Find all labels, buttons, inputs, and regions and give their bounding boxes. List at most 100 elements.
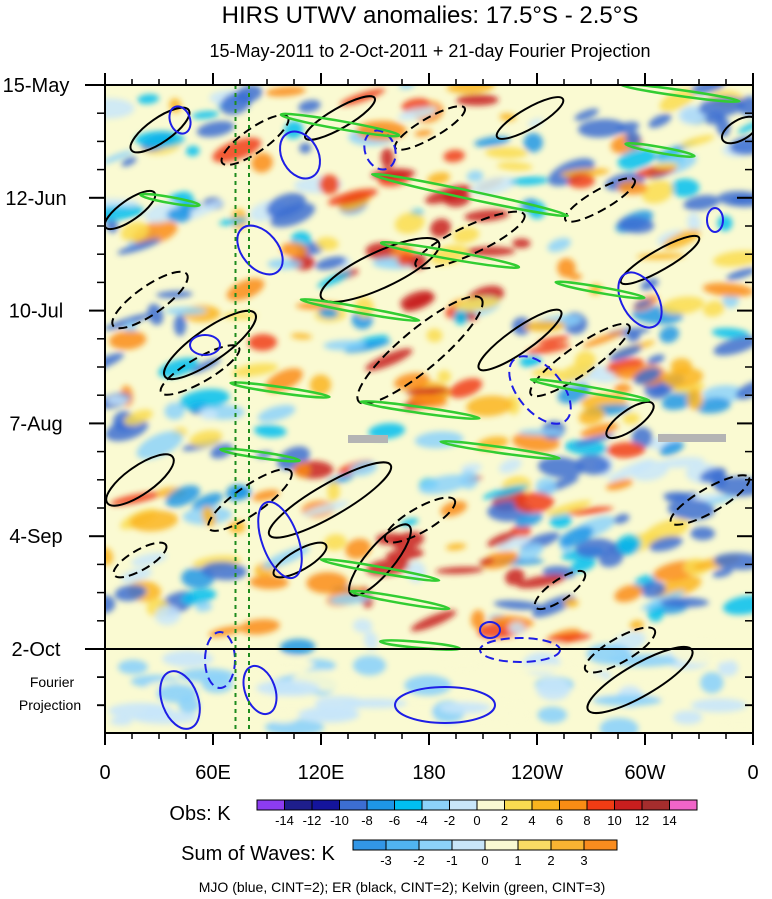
field-blob [640, 581, 666, 598]
field-blob [713, 552, 753, 570]
field-blob [659, 326, 680, 343]
er-contour [129, 106, 191, 154]
field-blob [609, 345, 643, 361]
er-contour [669, 474, 751, 526]
kelvin-contour [439, 439, 561, 461]
field-blob [726, 267, 753, 281]
field-blob [514, 492, 555, 514]
field-blob [547, 237, 571, 252]
field-blob [460, 463, 482, 474]
kelvin-contour [379, 240, 521, 270]
colorbar-tick-label: 14 [662, 813, 676, 828]
kelvin-contour [319, 557, 441, 583]
field-blob [617, 148, 656, 170]
field-blob [498, 458, 522, 474]
field-blob [680, 134, 715, 147]
mjo-contour [279, 130, 321, 180]
field-blob [105, 150, 134, 165]
plot-area [105, 85, 753, 733]
reference-lines [234, 85, 250, 733]
projection-label-line2: Projection [19, 697, 81, 713]
kelvin-contour [219, 447, 301, 463]
projection-blob [499, 696, 523, 718]
field-blob [408, 393, 448, 408]
colorbar-swatch [550, 839, 585, 851]
field-blob [437, 370, 451, 383]
field-blob [165, 485, 201, 508]
field-blob [658, 456, 705, 469]
chart-title: HIRS UTWV anomalies: 17.5°S - 2.5°S [222, 2, 639, 29]
field-blob [662, 367, 704, 388]
wave-legend-text: MJO (blue, CINT=2); ER (black, CINT=2); … [199, 879, 606, 895]
chart-subtitle: 15-May-2011 to 2-Oct-2011 + 21-day Fouri… [209, 41, 650, 61]
er-contour [383, 496, 457, 544]
mjo-contour [508, 355, 572, 425]
x-axis-ticks: 0 60E 120E 180 120W 60W 0 [99, 73, 759, 784]
field-blob [315, 256, 347, 270]
projection-blob [156, 684, 198, 703]
field-blob [248, 333, 278, 351]
field-blob [722, 595, 753, 615]
colorbar-swatch [421, 799, 450, 811]
field-blob [154, 605, 181, 626]
field-blob [117, 238, 161, 255]
projection-blob [297, 706, 360, 723]
projection-blob [256, 679, 320, 697]
kelvin-contour [619, 85, 741, 104]
field-blob [265, 86, 306, 97]
projection-blob [673, 710, 703, 725]
field-blob [523, 320, 566, 332]
field-blob [430, 218, 451, 238]
x-tick-label: 0 [99, 762, 110, 784]
field-blob [319, 174, 340, 195]
field-blob [616, 534, 642, 555]
field-blob [452, 227, 480, 244]
field-blob [352, 618, 373, 633]
colorbar-swatch [451, 839, 486, 851]
field-blob [251, 152, 273, 173]
field-blob [505, 568, 525, 586]
obs-colorbar-label: Obs: K [169, 803, 231, 825]
field-blob [191, 110, 219, 119]
colorbar-tick-label: 12 [635, 813, 649, 828]
field-blob [284, 120, 304, 139]
waves-colorbar: -3 -2 -1 0 1 2 3 [352, 839, 618, 868]
y-axis-ticks: 15-May 12-Jun 10-Jul 7-Aug 4-Sep 2-Oct [3, 75, 753, 707]
colorbar-swatch [394, 799, 423, 811]
colorbar-swatch [517, 839, 552, 851]
field-blob [537, 335, 570, 346]
field-blob [574, 108, 599, 121]
projection-blob [576, 672, 607, 696]
y-tick-label: 4-Sep [9, 526, 62, 548]
field-blob [105, 313, 152, 331]
x-tick-label: 60W [624, 762, 665, 784]
x-tick-label: 120E [298, 762, 345, 784]
colorbar-swatch [669, 799, 698, 811]
field-blob [641, 180, 674, 204]
y-tick-label: 10-Jul [9, 301, 63, 323]
er-contour [207, 468, 293, 532]
field-blob [191, 492, 223, 511]
field-blob [508, 621, 526, 635]
field-blob [606, 478, 633, 491]
field-blob [712, 568, 733, 578]
field-blob [405, 387, 449, 395]
colorbar-swatch [352, 839, 387, 851]
field-blob [120, 221, 149, 242]
field-blob [181, 588, 217, 605]
field-blob [546, 500, 592, 517]
colorbar-tick-label: -14 [275, 813, 294, 828]
field-blob [493, 600, 542, 610]
field-blob [711, 327, 750, 339]
waves-colorbar-label: Sum of Waves: K [181, 843, 335, 865]
field-blob [557, 258, 576, 278]
field-blob [131, 552, 167, 567]
field-blob [622, 412, 640, 425]
mjo-contour [363, 129, 397, 171]
missing-data-patch [348, 435, 388, 443]
projection-blob [599, 717, 639, 733]
field-blob [394, 212, 425, 234]
field-blob [380, 147, 394, 169]
field-blob [695, 397, 731, 414]
colorbar-swatch [418, 839, 453, 851]
